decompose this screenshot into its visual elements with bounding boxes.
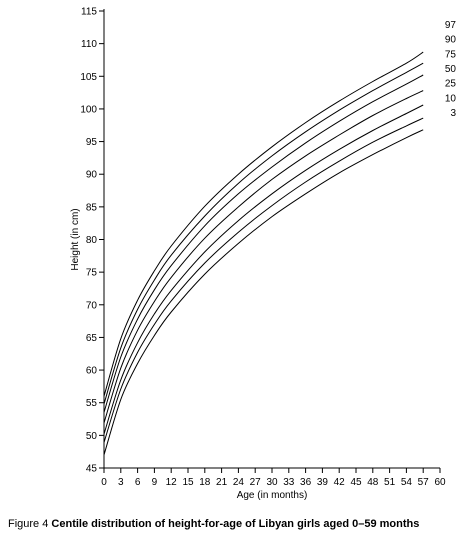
centile-line-75 [103, 74, 424, 413]
x-tick-label: 3 [118, 477, 124, 488]
centile-label-97: 97 [445, 20, 457, 31]
figure-caption-prefix: Figure 4 [8, 518, 52, 530]
centile-label-3: 3 [450, 108, 456, 119]
centile-line-10 [103, 117, 424, 443]
centile-label-50: 50 [445, 64, 457, 75]
x-tick-label: 51 [384, 477, 396, 488]
x-tick-label: 60 [434, 477, 446, 488]
y-tick-label: 100 [80, 104, 97, 115]
x-tick-label: 30 [266, 477, 278, 488]
centile-line-25 [103, 104, 424, 435]
y-axis-label: Height (in cm) [70, 208, 81, 270]
x-tick-label: 0 [101, 477, 107, 488]
y-tick-label: 90 [86, 170, 98, 181]
y-tick-label: 75 [86, 268, 98, 279]
figure-caption-text: Centile distribution of height-for-age o… [51, 518, 420, 530]
y-tick-label: 105 [80, 72, 97, 83]
y-tick-label: 95 [86, 137, 98, 148]
centile-line-50 [103, 90, 424, 424]
x-tick-label: 6 [135, 477, 141, 488]
x-tick-label: 9 [152, 477, 158, 488]
centile-label-75: 75 [445, 49, 457, 60]
centile-labels: 97 90 75 50 25 10 3 [445, 20, 457, 119]
y-tick-label: 70 [86, 300, 98, 311]
centile-label-90: 90 [445, 35, 457, 46]
x-tick-label: 12 [166, 477, 178, 488]
centile-line-3 [103, 129, 424, 456]
x-tick-label: 33 [283, 477, 295, 488]
x-tick-label: 36 [300, 477, 312, 488]
x-tick-label: 48 [367, 477, 379, 488]
x-tick-label: 42 [334, 477, 346, 488]
y-tick-label: 50 [86, 431, 98, 442]
y-tick-label: 110 [81, 39, 97, 50]
figure-caption: Figure 4 Centile distribution of height-… [8, 518, 419, 530]
x-tick-label: 45 [350, 477, 362, 488]
y-tick-label: 80 [86, 235, 98, 246]
x-tick-label: 27 [250, 477, 262, 488]
centile-line-90 [103, 62, 424, 405]
x-tick-label: 39 [317, 477, 329, 488]
x-tick-label: 57 [418, 477, 430, 488]
centile-curves [103, 51, 424, 456]
y-tick-label: 85 [86, 202, 98, 213]
x-tick-label: 15 [182, 477, 194, 488]
x-tick-label: 18 [199, 477, 211, 488]
y-tick-label: 65 [86, 333, 98, 344]
x-axis-label: Age (in months) [237, 490, 308, 501]
y-tick-label: 115 [81, 7, 97, 18]
centile-label-25: 25 [445, 79, 457, 90]
y-tick-label: 45 [86, 464, 98, 475]
x-tick-label: 24 [233, 477, 245, 488]
centile-label-10: 10 [445, 93, 457, 104]
y-tick-label: 60 [86, 366, 98, 377]
x-tick-label: 54 [401, 477, 413, 488]
y-tick-label: 55 [86, 398, 98, 409]
x-tick-label: 21 [216, 477, 228, 488]
centile-line-97 [103, 51, 424, 397]
